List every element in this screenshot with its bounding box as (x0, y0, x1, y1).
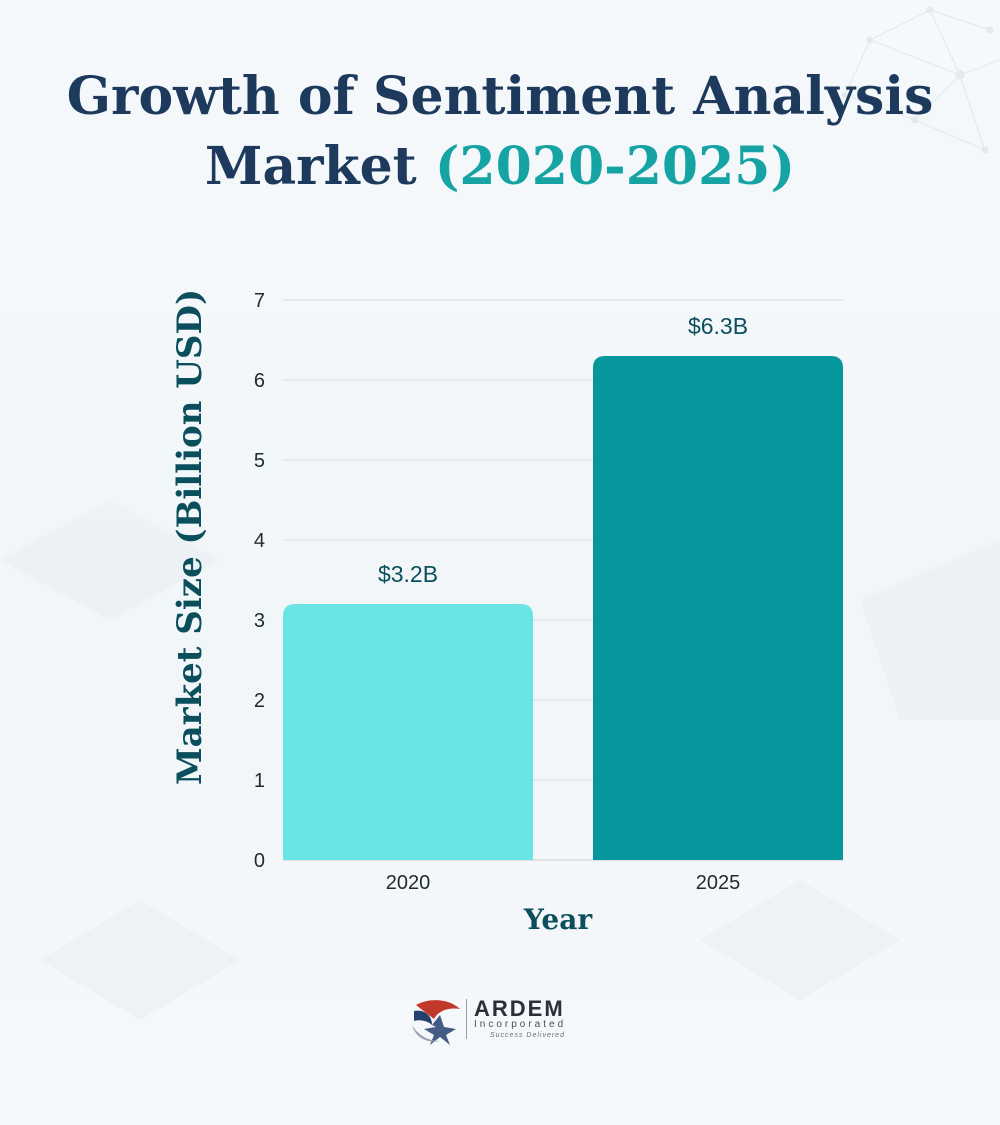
y-tick-label: 0 (254, 850, 265, 872)
x-tick-label-2025: 2025 (696, 872, 741, 894)
chart-title-market: Market (204, 136, 417, 197)
ardem-logo: ARDEM Incorporated Success Delivered (410, 995, 600, 1045)
y-tick-label: 4 (254, 530, 265, 552)
x-axis-title: Year (523, 903, 593, 936)
bar-2025 (593, 356, 843, 860)
logo-divider (466, 999, 467, 1039)
y-tick-label: 7 (254, 290, 265, 312)
data-label-2025: $6.3B (688, 313, 748, 339)
logo-tagline: Success Delivered (490, 1032, 565, 1039)
chart-title-years: (2020-2025) (434, 136, 796, 197)
chart-title-line-1: Growth of Sentiment Analysis (66, 66, 934, 127)
y-tick-label: 1 (254, 770, 265, 792)
y-tick-label: 2 (254, 690, 265, 712)
bar-2020 (283, 604, 533, 860)
chart-title-line-2: Market (2020-2025) (0, 132, 1000, 202)
x-tick-label-2020: 2020 (386, 872, 431, 894)
y-tick-label: 5 (254, 450, 265, 472)
y-axis-title: Market Size (Billion USD) (170, 288, 210, 785)
logo-name: ARDEM (474, 996, 565, 1021)
data-label-2020: $3.2B (378, 561, 438, 587)
ardem-logo-mark-icon (412, 1000, 460, 1045)
y-tick-label: 3 (254, 610, 265, 632)
chart-title: Growth of Sentiment Analysis Market (202… (0, 62, 1000, 202)
y-tick-label: 6 (254, 370, 265, 392)
logo-subtitle: Incorporated (474, 1019, 567, 1030)
